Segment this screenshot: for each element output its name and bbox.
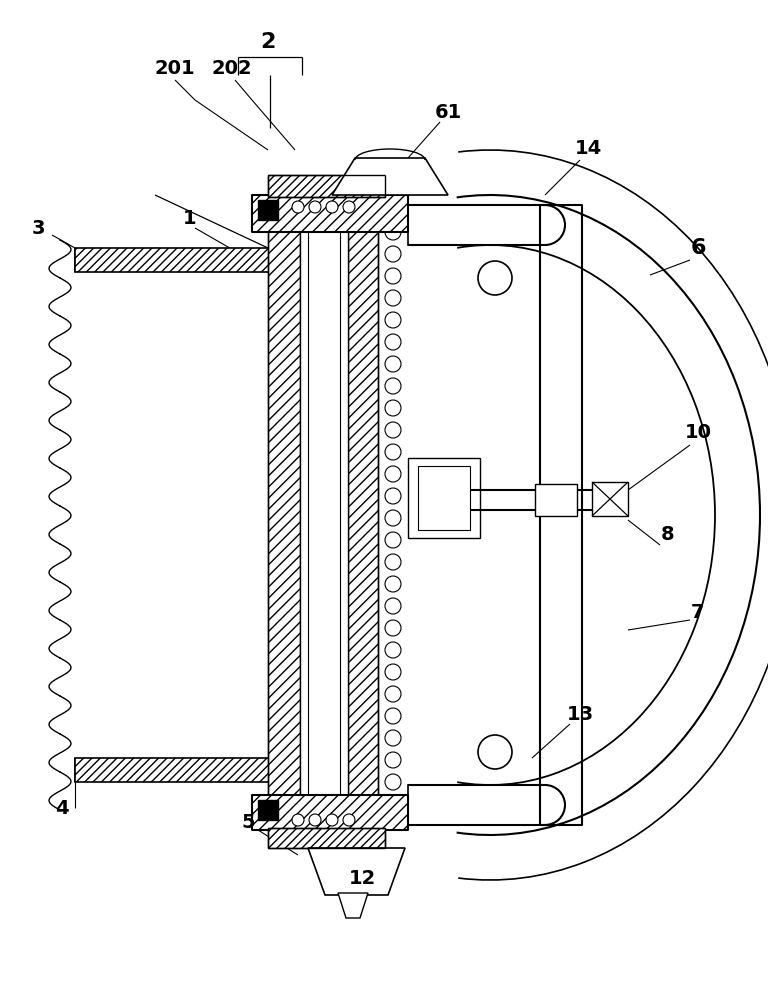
Circle shape bbox=[385, 488, 401, 504]
Polygon shape bbox=[540, 205, 582, 825]
Circle shape bbox=[292, 201, 304, 213]
Circle shape bbox=[385, 554, 401, 570]
Polygon shape bbox=[408, 205, 545, 245]
Polygon shape bbox=[268, 175, 385, 197]
Circle shape bbox=[385, 334, 401, 350]
Circle shape bbox=[385, 686, 401, 702]
Circle shape bbox=[309, 201, 321, 213]
Text: 2: 2 bbox=[260, 32, 276, 52]
Bar bbox=[592, 482, 628, 516]
Circle shape bbox=[385, 664, 401, 680]
Circle shape bbox=[385, 422, 401, 438]
Circle shape bbox=[343, 814, 355, 826]
Bar bbox=[418, 466, 470, 530]
Text: 4: 4 bbox=[55, 798, 69, 818]
Polygon shape bbox=[252, 195, 408, 232]
Circle shape bbox=[385, 730, 401, 746]
Circle shape bbox=[309, 814, 321, 826]
Circle shape bbox=[385, 202, 401, 218]
Circle shape bbox=[385, 290, 401, 306]
Text: 1: 1 bbox=[184, 209, 197, 228]
Text: 7: 7 bbox=[691, 602, 705, 621]
Text: 8: 8 bbox=[661, 526, 675, 544]
Circle shape bbox=[385, 246, 401, 262]
Text: 5: 5 bbox=[241, 812, 255, 832]
Polygon shape bbox=[268, 828, 385, 848]
Text: 10: 10 bbox=[684, 422, 711, 442]
Circle shape bbox=[478, 735, 512, 769]
Bar bbox=[535, 484, 577, 516]
Text: 201: 201 bbox=[154, 58, 195, 78]
Polygon shape bbox=[408, 785, 545, 825]
Circle shape bbox=[385, 576, 401, 592]
Circle shape bbox=[343, 201, 355, 213]
Bar bbox=[300, 205, 348, 825]
Text: 202: 202 bbox=[212, 58, 253, 78]
Circle shape bbox=[385, 224, 401, 240]
Circle shape bbox=[326, 814, 338, 826]
Polygon shape bbox=[258, 800, 278, 820]
Circle shape bbox=[385, 620, 401, 636]
Circle shape bbox=[385, 510, 401, 526]
Polygon shape bbox=[348, 205, 378, 825]
Text: 12: 12 bbox=[349, 868, 376, 888]
Circle shape bbox=[385, 466, 401, 482]
Circle shape bbox=[385, 532, 401, 548]
Polygon shape bbox=[308, 848, 405, 895]
Circle shape bbox=[385, 400, 401, 416]
Polygon shape bbox=[338, 893, 368, 918]
Circle shape bbox=[385, 752, 401, 768]
Text: 61: 61 bbox=[435, 103, 462, 121]
Polygon shape bbox=[268, 205, 300, 825]
Circle shape bbox=[385, 774, 401, 790]
Circle shape bbox=[292, 814, 304, 826]
Polygon shape bbox=[332, 158, 448, 195]
Text: 6: 6 bbox=[690, 238, 706, 258]
Polygon shape bbox=[75, 248, 378, 272]
Text: 13: 13 bbox=[567, 706, 594, 724]
Circle shape bbox=[385, 796, 401, 812]
Polygon shape bbox=[258, 200, 278, 220]
Polygon shape bbox=[75, 758, 378, 782]
Circle shape bbox=[478, 261, 512, 295]
Circle shape bbox=[385, 598, 401, 614]
Circle shape bbox=[385, 268, 401, 284]
Text: 14: 14 bbox=[574, 138, 601, 157]
Circle shape bbox=[385, 444, 401, 460]
Circle shape bbox=[385, 312, 401, 328]
Bar bbox=[408, 458, 480, 538]
Circle shape bbox=[326, 201, 338, 213]
Circle shape bbox=[385, 378, 401, 394]
Polygon shape bbox=[252, 795, 408, 830]
Circle shape bbox=[385, 356, 401, 372]
Circle shape bbox=[385, 642, 401, 658]
Text: 3: 3 bbox=[31, 219, 45, 237]
Circle shape bbox=[385, 708, 401, 724]
